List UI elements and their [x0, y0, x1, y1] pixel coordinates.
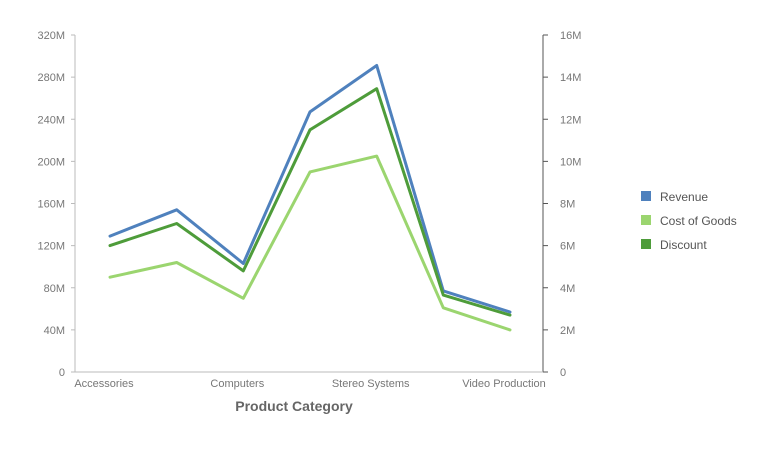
legend: Revenue Cost of Goods Discount [641, 190, 737, 252]
legend-swatch-revenue [641, 191, 651, 201]
x-axis: Accessories Computers Stereo Systems Video … [74, 371, 546, 390]
right-y-axis: 0 2M 4M 6M 8M 10M 12M 14M 16M [542, 30, 581, 379]
series-line-cost-of-goods [108, 154, 512, 332]
x-tick-label: Accessories [74, 378, 134, 390]
right-tick-label: 4M [560, 283, 575, 295]
x-tick-label: Stereo Systems [332, 378, 410, 390]
left-tick-label: 200M [37, 156, 65, 168]
left-y-axis: 0 40M 80M 120M 160M 200M 240M 280M 320M [37, 30, 76, 379]
legend-swatch-discount [641, 239, 651, 249]
left-tick-label: 160M [37, 199, 65, 211]
right-tick-label: 10M [560, 156, 581, 168]
right-tick-label: 8M [560, 199, 575, 211]
left-tick-label: 120M [37, 241, 65, 253]
right-tick-label: 6M [560, 241, 575, 253]
left-tick-label: 0 [59, 367, 65, 379]
legend-label-cost-of-goods: Cost of Goods [660, 214, 737, 228]
right-tick-label: 14M [560, 72, 581, 84]
series-line-discount [108, 87, 512, 317]
left-tick-label: 40M [44, 325, 65, 337]
x-tick-label: Computers [210, 378, 264, 390]
x-axis-title: Product Category [235, 398, 353, 414]
left-tick-label: 320M [37, 30, 65, 42]
left-tick-label: 80M [44, 283, 65, 295]
series-line-revenue [108, 64, 512, 314]
left-tick-label: 280M [37, 72, 65, 84]
x-tick-label: Video Production [462, 378, 546, 390]
left-tick-label: 240M [37, 114, 65, 126]
right-tick-label: 0 [560, 367, 566, 379]
legend-label-discount: Discount [660, 238, 707, 252]
right-tick-label: 12M [560, 114, 581, 126]
right-tick-label: 2M [560, 325, 575, 337]
right-tick-label: 16M [560, 30, 581, 42]
legend-swatch-cost-of-goods [641, 215, 651, 225]
legend-label-revenue: Revenue [660, 190, 708, 204]
series-layer [108, 64, 512, 332]
